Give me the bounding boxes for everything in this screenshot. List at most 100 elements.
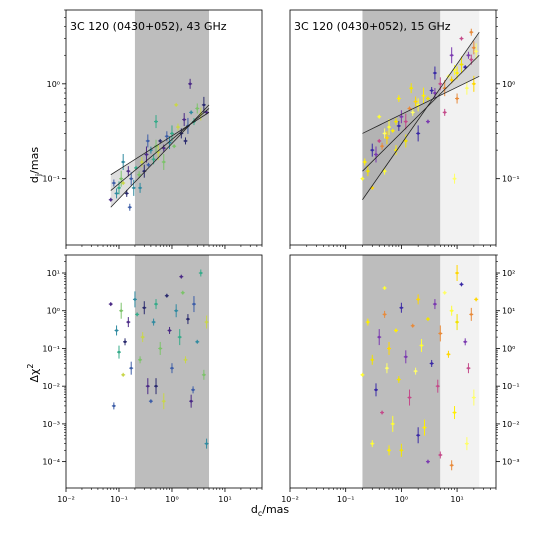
fit-line <box>110 108 210 191</box>
data-point <box>432 66 437 80</box>
data-point <box>407 389 412 406</box>
data-point <box>425 119 430 124</box>
data-point <box>370 440 375 448</box>
fit-line <box>362 54 480 172</box>
data-point <box>429 87 434 95</box>
data-point <box>410 323 415 328</box>
data-point <box>174 102 179 107</box>
x-tick-label: 10⁻² <box>57 495 75 504</box>
data-point <box>127 203 132 211</box>
data-point <box>416 98 421 112</box>
data-point <box>421 87 426 104</box>
data-point <box>161 393 166 410</box>
data-point <box>154 299 159 310</box>
data-point <box>396 120 401 131</box>
data-point <box>416 294 421 305</box>
y-tick-label: 10⁻² <box>42 382 60 391</box>
data-point <box>403 350 408 364</box>
y-axis-title-bottom: Δχ2 <box>26 364 41 383</box>
data-point <box>138 356 143 364</box>
data-point <box>390 128 395 133</box>
data-point <box>425 317 430 322</box>
data-point <box>195 339 200 344</box>
data-point <box>201 369 206 380</box>
data-point <box>382 310 387 318</box>
data-point <box>463 338 468 346</box>
data-point <box>382 167 387 175</box>
data-point <box>126 166 131 177</box>
data-point <box>204 315 209 329</box>
data-point <box>183 356 188 364</box>
data-point <box>380 410 385 415</box>
data-point <box>370 354 375 365</box>
data-point <box>449 47 454 64</box>
data-point <box>129 361 134 375</box>
data-point <box>139 156 144 167</box>
data-point <box>464 81 469 95</box>
y-tick-label: 10¹ <box>502 307 515 316</box>
data-point <box>419 338 424 352</box>
data-point <box>108 197 113 202</box>
data-point <box>390 415 395 432</box>
fit-line <box>110 112 210 176</box>
data-point <box>416 125 421 142</box>
y-tick-label: 10⁻¹ <box>502 175 520 184</box>
data-point <box>148 399 153 404</box>
x-tick-label: 10¹ <box>450 495 463 504</box>
data-point <box>131 179 136 196</box>
data-point <box>176 123 181 131</box>
data-point <box>471 75 476 92</box>
data-point <box>172 144 177 149</box>
data-point <box>188 78 193 89</box>
data-point <box>425 96 430 101</box>
data-point <box>474 297 479 302</box>
data-point <box>189 394 194 408</box>
data-point <box>114 325 119 336</box>
data-point <box>137 171 142 179</box>
data-point <box>151 318 156 326</box>
data-point <box>425 459 430 464</box>
data-point <box>121 181 126 186</box>
data-point <box>180 290 185 295</box>
fit-line <box>362 31 480 200</box>
data-point <box>393 145 398 156</box>
data-point <box>179 274 184 279</box>
data-point <box>145 378 150 395</box>
data-point <box>373 146 378 163</box>
data-point <box>459 56 464 73</box>
data-point <box>169 125 174 142</box>
data-point <box>403 113 408 130</box>
y-tick-label: 10⁰ <box>47 80 60 89</box>
data-point <box>140 332 145 343</box>
data-point <box>167 326 172 334</box>
data-point <box>135 312 140 317</box>
panel-43ghz-dj: 10⁻¹ 10⁰ <box>42 9 263 249</box>
data-point <box>164 293 169 298</box>
data-point <box>191 386 196 394</box>
data-point <box>387 119 392 136</box>
panel-15ghz-dchi2: 10⁻² 10⁻¹ 10⁰ 10¹ 10⁻³ 10⁻² 10⁻¹ 10⁰ 10¹ 10² <box>281 254 520 504</box>
data-point <box>455 264 460 281</box>
data-point <box>126 317 131 328</box>
data-point <box>108 302 113 307</box>
data-point <box>189 110 194 115</box>
data-point <box>154 378 159 395</box>
data-point <box>119 170 124 187</box>
data-point <box>114 188 119 199</box>
data-point <box>442 290 447 295</box>
data-point <box>413 96 418 107</box>
data-point <box>466 51 471 59</box>
data-point <box>198 269 203 277</box>
data-point <box>432 299 437 310</box>
data-point <box>123 338 128 346</box>
y-tick-label: 10⁻³ <box>502 458 520 467</box>
data-point <box>474 43 479 60</box>
x-tick-label: 10⁻¹ <box>337 495 355 504</box>
data-point <box>449 460 454 471</box>
panel-43ghz-dchi2: 10⁻² 10⁻¹ 10⁰ 10¹ 10⁻⁴ 10⁻³ 10⁻² 10⁻¹ 10⁰ 10¹ <box>42 254 263 504</box>
panel-15ghz-dj: 10⁻¹ 10⁰ <box>289 9 520 249</box>
y-tick-label: 10⁻⁴ <box>42 458 60 467</box>
data-point <box>452 173 457 184</box>
data-point <box>399 110 404 124</box>
y-tick-label: 10² <box>502 269 515 278</box>
